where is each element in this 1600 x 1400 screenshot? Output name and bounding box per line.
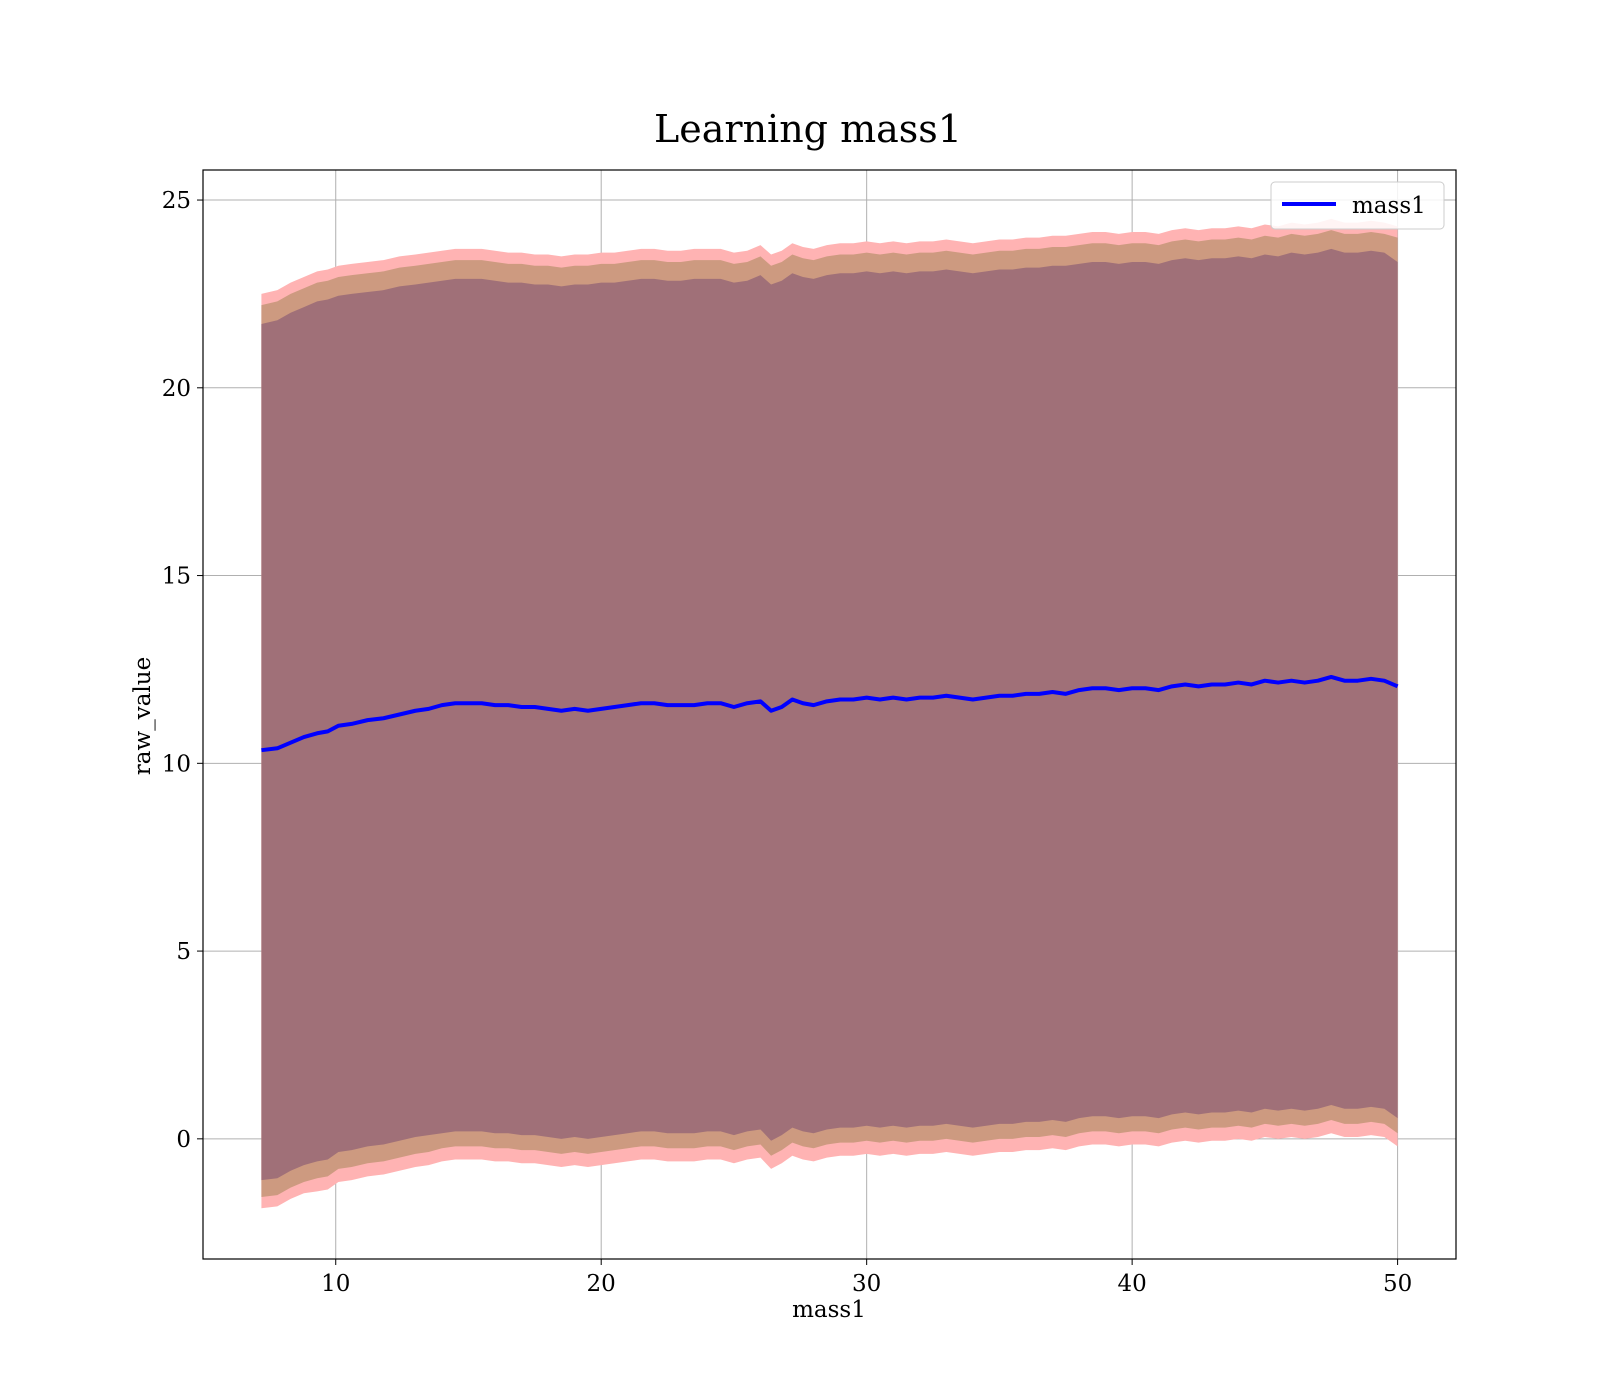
x-tick-label: 30: [852, 1271, 881, 1297]
band-inner: [261, 248, 1398, 1181]
legend-box: [1270, 181, 1445, 230]
y-tick-label: 20: [162, 376, 191, 402]
legend-label-mass1: mass1: [1352, 193, 1426, 219]
y-tick-label: 5: [176, 939, 191, 965]
ticks: 10 20 30 40 50 0 5 10 15 20 25: [162, 188, 1413, 1297]
y-tick-label: 15: [162, 564, 191, 590]
y-axis-label: raw_value: [130, 657, 156, 775]
confidence-bands: [261, 218, 1398, 1209]
y-tick-label: 25: [162, 188, 191, 214]
series-line-mass1: [261, 674, 1399, 753]
x-axis-label: mass1: [792, 1297, 866, 1323]
y-tick-label: 10: [162, 751, 191, 777]
x-tick-label: 50: [1383, 1271, 1412, 1297]
x-tick-label: 40: [1117, 1271, 1146, 1297]
legend: mass1: [1270, 181, 1445, 230]
axes-frame: [202, 169, 1457, 1260]
series-lines: [261, 674, 1399, 753]
y-tick-label: 0: [176, 1127, 191, 1153]
plot-area: 10 20 30 40 50 0 5 10 15 20 25: [162, 169, 1457, 1297]
x-tick-label: 10: [321, 1271, 350, 1297]
x-tick-label: 20: [587, 1271, 616, 1297]
chart-title: Learning mass1: [654, 107, 962, 151]
